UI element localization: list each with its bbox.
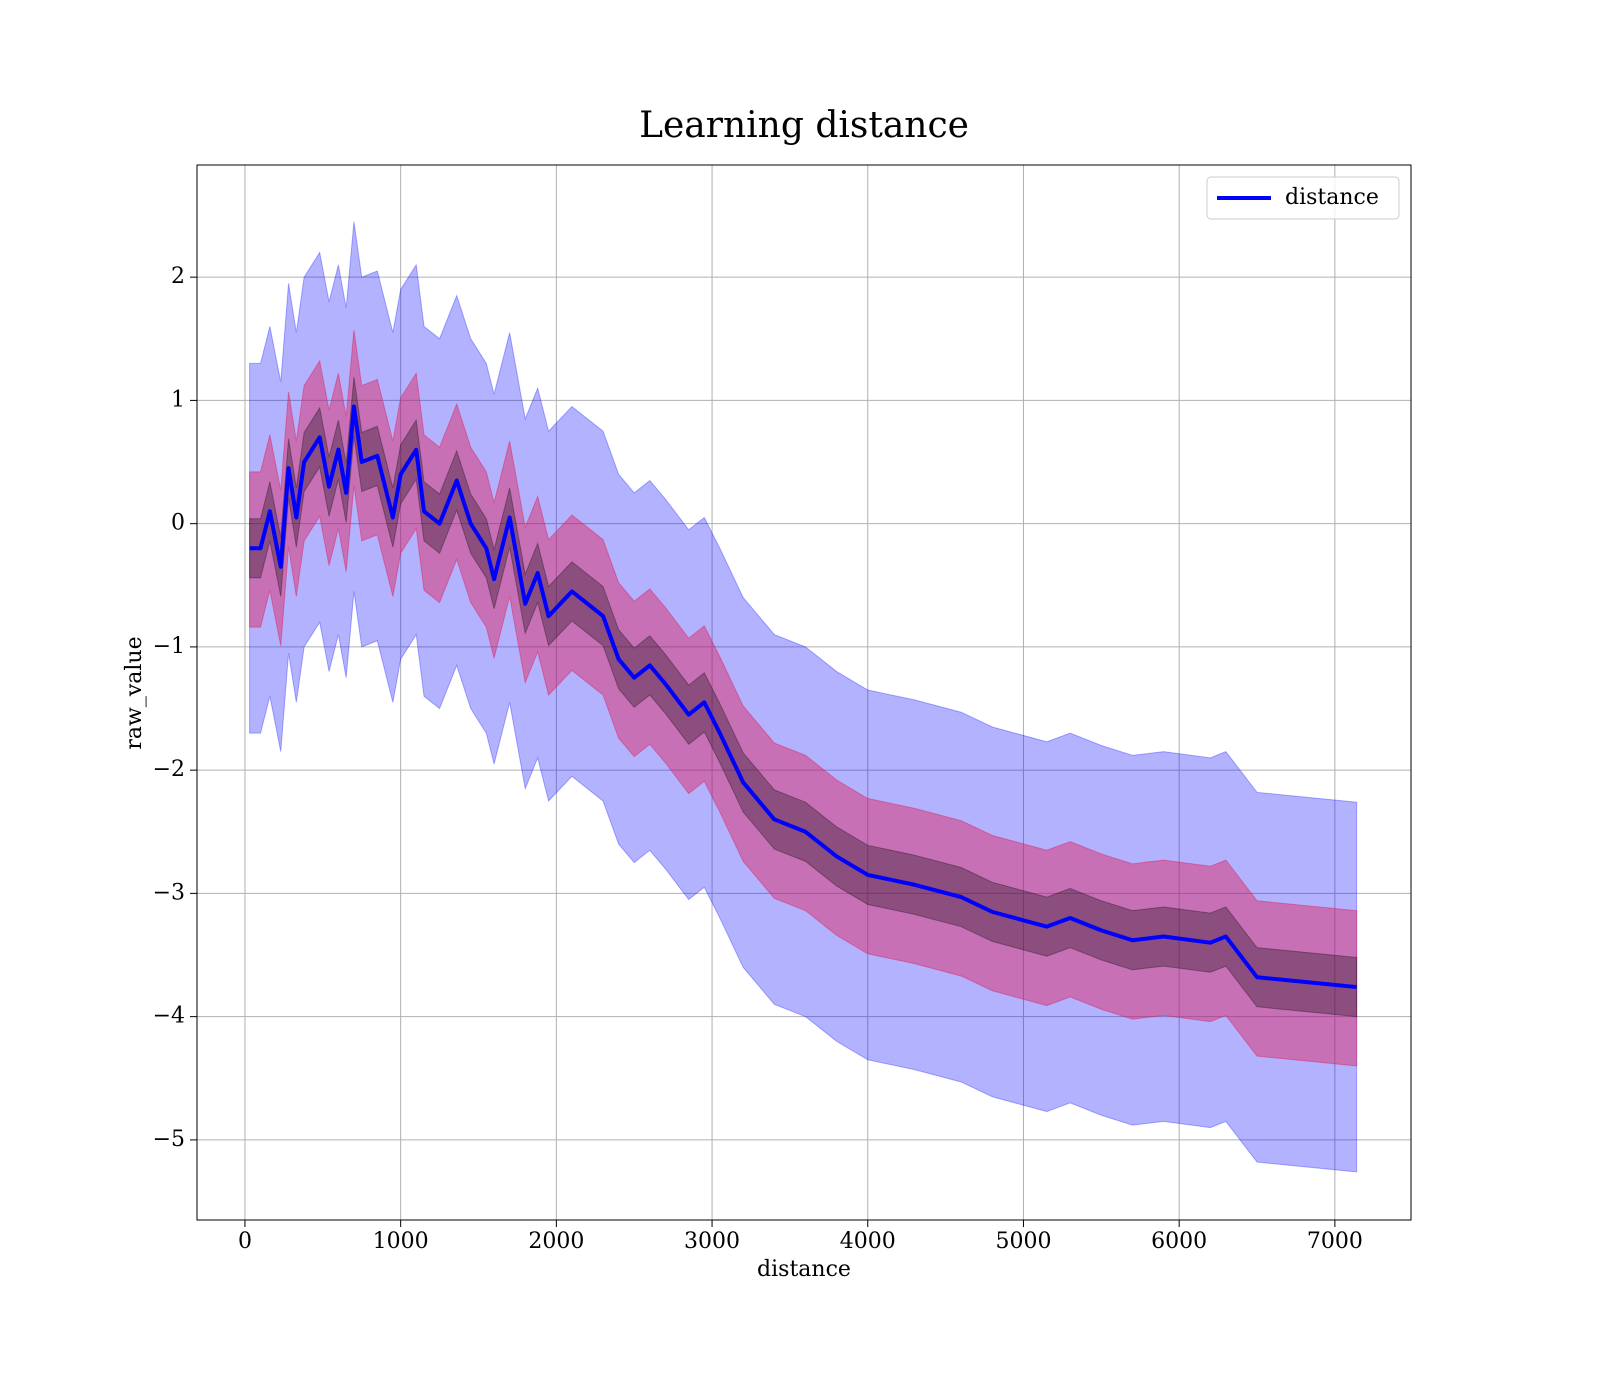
x-axis-label: distance — [757, 1257, 851, 1282]
x-tick-label: 5000 — [995, 1229, 1051, 1254]
y-axis-label: raw_value — [122, 636, 147, 749]
chart-title: Learning distance — [639, 105, 969, 146]
legend: distance — [1206, 176, 1400, 220]
band — [249, 330, 1358, 1067]
band — [249, 221, 1358, 1173]
x-tick-label: 4000 — [840, 1229, 896, 1254]
x-tick-label: 3000 — [684, 1229, 740, 1254]
y-tick-label: 1 — [171, 387, 185, 412]
y-tick-label: −5 — [153, 1127, 185, 1152]
x-tick-label: 2000 — [528, 1229, 584, 1254]
y-tick-label: −1 — [153, 634, 185, 659]
y-tick-label: −3 — [153, 880, 185, 905]
y-tick-label: 2 — [171, 264, 185, 289]
y-tick-label: 0 — [171, 511, 185, 536]
y-tick-label: −2 — [153, 757, 185, 782]
x-tick-label: 1000 — [373, 1229, 429, 1254]
x-tick-label: 6000 — [1151, 1229, 1207, 1254]
line — [249, 404, 1357, 990]
plot-frame — [196, 164, 1412, 1221]
legend-box — [1206, 176, 1400, 220]
y-tick-label: −4 — [153, 1004, 185, 1029]
legend-label: distance — [1285, 185, 1379, 210]
x-tick-label: 0 — [238, 1229, 252, 1254]
x-tick-label: 7000 — [1307, 1229, 1363, 1254]
